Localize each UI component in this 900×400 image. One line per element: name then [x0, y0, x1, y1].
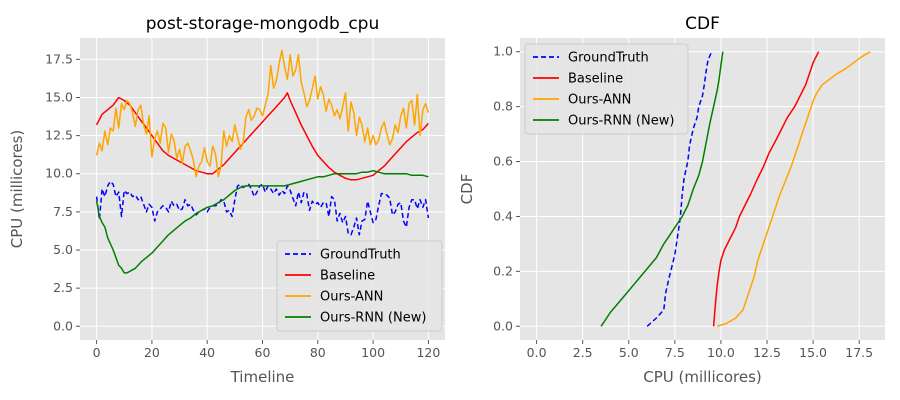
- chart0-y-tick-label: 12.5: [45, 128, 73, 143]
- chart1-x-tick-label: 2.5: [573, 345, 593, 360]
- chart0-legend: GroundTruth Baseline Ours-ANN Ours-RNN (New…: [276, 240, 443, 332]
- chart0-y-tick-label: 2.5: [53, 280, 73, 295]
- chart0-x-tick-label: 40: [199, 345, 215, 360]
- chart0-y-tick-label: 0.0: [53, 318, 73, 333]
- chart1-y-axis-label: CDF: [458, 174, 476, 205]
- chart1-legend-label: GroundTruth: [568, 51, 649, 66]
- chart0-y-tick-label: 5.0: [53, 242, 73, 257]
- chart0-y-tick-label: 15.0: [45, 89, 73, 104]
- chart1-x-tick-label: 10.0: [707, 345, 735, 360]
- chart0-legend-box: [276, 240, 443, 332]
- chart0-x-tick-label: 20: [144, 345, 160, 360]
- chart1-legend-label: Ours-ANN: [568, 93, 631, 108]
- chart1-y-tick-label: 0.6: [493, 154, 513, 169]
- chart1-legend-label: Ours-RNN (New): [568, 114, 674, 129]
- chart0-y-tick-label: 7.5: [53, 204, 73, 219]
- chart0-title: post-storage-mongodb_cpu: [146, 14, 379, 34]
- chart1-title: CDF: [685, 14, 720, 34]
- chart1-x-tick-label: 7.5: [665, 345, 685, 360]
- chart0-series-ours-ann: [95, 49, 430, 178]
- chart0-series-ours-rnn: [95, 169, 429, 274]
- chart1-x-axis-label: CPU (millicores): [643, 368, 762, 386]
- chart0-series-baseline: [95, 92, 429, 181]
- chart0-x-tick-label: 0: [93, 345, 101, 360]
- chart0-x-tick-label: 100: [361, 345, 385, 360]
- chart0-y-tick-label: 10.0: [45, 166, 73, 181]
- chart0-legend-label: GroundTruth: [320, 248, 401, 263]
- chart1-panel: 0.0 2.5 5.0 7.5 10.0 12.5 15.0 17.5 0.0 0.2 0.4 0.6…: [458, 14, 885, 386]
- chart1-legend-box: [524, 43, 689, 135]
- chart0-y-axis-label: CPU (millicores): [8, 130, 26, 249]
- chart1-y-tick-label: 1.0: [493, 44, 513, 59]
- chart1-y-tick-label: 0.8: [493, 99, 513, 114]
- chart1-series-ours-rnn: [600, 51, 724, 327]
- chart0-x-axis-label: Timeline: [230, 368, 295, 386]
- chart0-legend-label: Ours-RNN (New): [320, 311, 426, 326]
- chart0-y-tick-label: 17.5: [45, 51, 73, 66]
- chart1-y-tick-label: 0.2: [493, 263, 513, 278]
- chart0-series-groundtruth: [95, 180, 430, 236]
- chart1-x-tick-label: 0.0: [527, 345, 547, 360]
- chart1-series-ours-ann: [716, 51, 871, 328]
- chart1-legend: GroundTruth Baseline Ours-ANN Ours-RNN (New…: [524, 43, 689, 135]
- chart0-x-tick-label: 60: [255, 345, 271, 360]
- chart0-panel: 0 20 40 60 80 100 120 0.0 2.5 5.0 7.5 10.0 12.5 15.0 1…: [8, 14, 445, 386]
- chart1-series-baseline: [712, 51, 820, 327]
- chart0-legend-label: Ours-ANN: [320, 290, 383, 305]
- chart1-x-tick-label: 12.5: [753, 345, 781, 360]
- chart1-x-tick-label: 5.0: [619, 345, 639, 360]
- chart1-legend-label: Baseline: [568, 72, 623, 87]
- chart1-x-tick-label: 15.0: [799, 345, 827, 360]
- chart0-x-tick-label: 120: [416, 345, 440, 360]
- chart1-y-tick-label: 0.0: [493, 318, 513, 333]
- chart0-legend-label: Baseline: [320, 269, 375, 284]
- chart0-x-tick-label: 80: [310, 345, 326, 360]
- chart1-y-tick-label: 0.4: [493, 208, 513, 223]
- chart1-x-tick-label: 17.5: [845, 345, 873, 360]
- chart1-series-groundtruth: [646, 51, 713, 327]
